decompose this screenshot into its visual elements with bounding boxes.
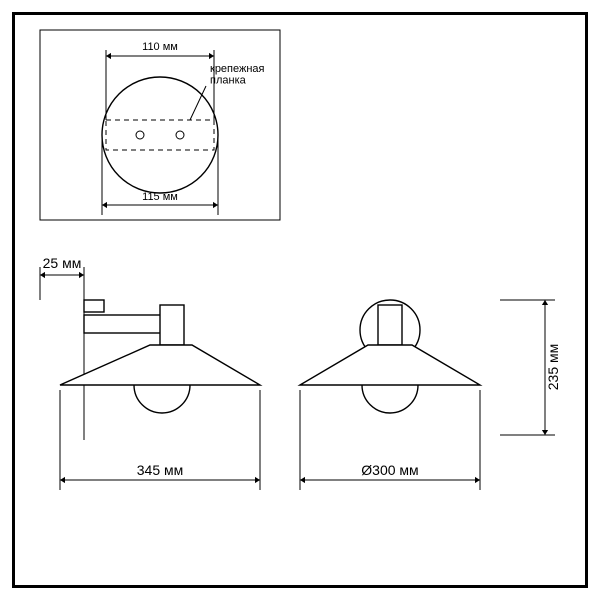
dim-25: 25 мм xyxy=(43,255,82,271)
drawing-primitive xyxy=(79,272,84,278)
drawing-primitive xyxy=(136,131,144,139)
dim-235: 235 мм xyxy=(545,344,561,391)
drawing-primitive xyxy=(362,385,418,413)
drawing-primitive: Ø300 мм xyxy=(361,462,418,478)
drawing-primitive xyxy=(106,53,111,59)
drawing-primitive xyxy=(542,430,548,435)
drawing-primitive xyxy=(84,300,104,312)
drawing-primitive: 115 мм xyxy=(142,191,178,203)
drawing-primitive xyxy=(255,477,260,483)
dim-115: 115 мм xyxy=(142,191,178,203)
drawing-primitive: планка xyxy=(210,75,247,87)
drawing-primitive xyxy=(60,477,65,483)
drawing-primitive xyxy=(475,477,480,483)
drawing-primitive xyxy=(542,300,548,305)
dim-345: 345 мм xyxy=(137,462,184,478)
drawing-primitive: 25 мм xyxy=(43,255,82,271)
dim-110: 110 мм xyxy=(142,41,178,53)
drawing-primitive xyxy=(60,345,260,385)
drawing-primitive xyxy=(209,53,214,59)
note-plate: крепежнаяпланка xyxy=(210,63,265,87)
drawing-primitive xyxy=(160,305,184,345)
drawing-primitive xyxy=(378,305,402,345)
drawing-primitive xyxy=(176,131,184,139)
drawing-primitive xyxy=(106,120,214,150)
drawing-primitive: крепежная xyxy=(210,63,265,75)
drawing-primitive xyxy=(300,345,480,385)
drawing-primitive: 235 мм xyxy=(545,344,561,391)
drawing-primitive: 110 мм xyxy=(142,41,178,53)
drawing-primitive xyxy=(300,477,305,483)
drawing-primitive xyxy=(213,202,218,208)
drawing-primitive xyxy=(134,385,190,413)
drawing-primitive: 345 мм xyxy=(137,462,184,478)
drawing-primitive xyxy=(40,272,45,278)
drawing-primitive xyxy=(102,202,107,208)
drawing-primitive xyxy=(102,77,218,193)
dim-300: Ø300 мм xyxy=(361,462,418,478)
diagram-svg: 110 мм крепежнаяпланка 115 мм 25 мм 235 мм 34… xyxy=(0,0,600,600)
